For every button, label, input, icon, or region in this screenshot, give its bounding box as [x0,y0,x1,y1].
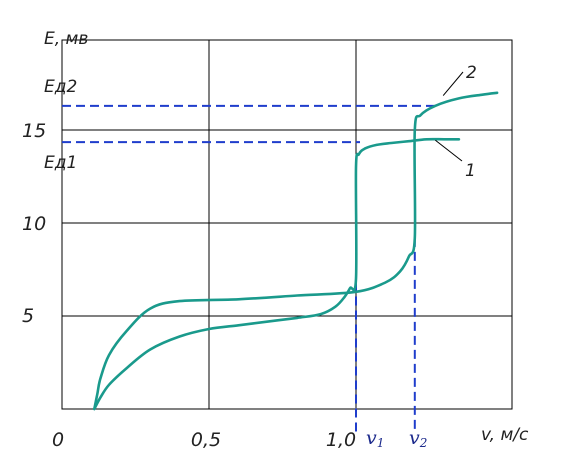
v2-label: v2 [409,427,427,450]
series-1-label: 1 [465,161,476,181]
x-tick-label: 0 [52,429,64,451]
chart-labels: 0 0,5 1,0 5 10 15 E, мв v, м/с Eд2 Eд1 2… [22,29,529,451]
ed2-label: Eд2 [44,77,77,97]
series-2-leader [442,71,464,96]
x-axis-label: v, м/с [481,425,529,445]
y-tick-label: 15 [22,120,46,142]
v2-subscript: 2 [419,436,428,450]
v2-letter: v [409,427,420,449]
series-2-line [93,91,499,411]
marker-guides [62,104,437,433]
series-2-label: 2 [466,63,477,83]
y-tick-label: 5 [22,305,34,327]
v1-label: v1 [366,427,384,450]
y-axis-label: E, мв [44,29,88,49]
v1-subscript: 1 [377,436,385,450]
plot-frame [61,39,513,410]
chart-series [93,71,499,411]
v1-letter: v [366,427,377,449]
series-1-line [93,137,461,411]
chart-grid [61,39,513,410]
x-tick-label: 1,0 [326,429,356,451]
series-1-leader [435,139,463,162]
x-tick-label: 0,5 [191,429,221,451]
ed1-label: Eд1 [44,153,77,173]
y-tick-label: 10 [22,213,46,235]
